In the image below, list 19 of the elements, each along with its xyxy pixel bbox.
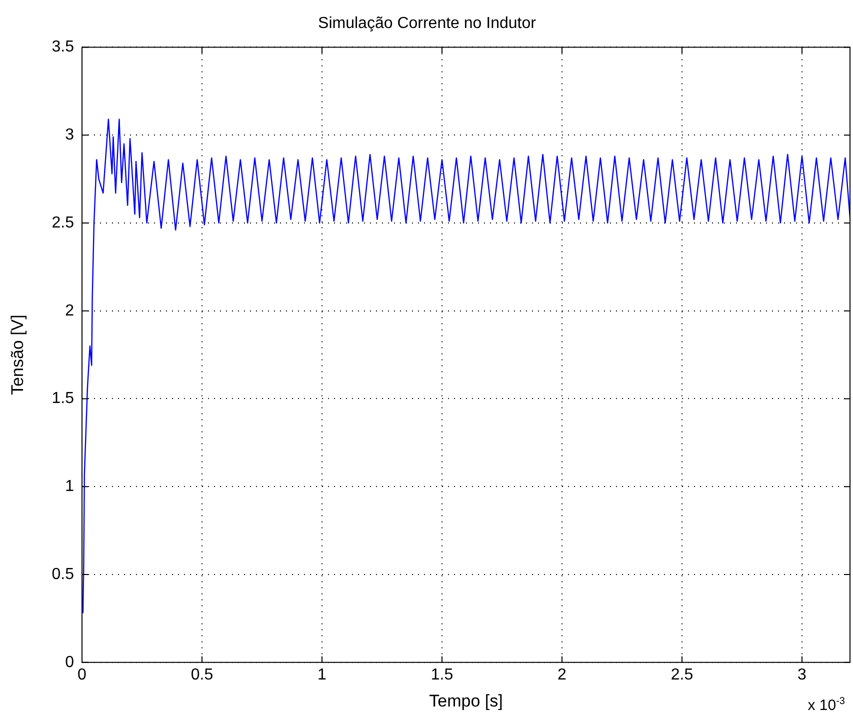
- chart-title: Simulação Corrente no Indutor: [318, 15, 537, 32]
- x-tick-label: 0.5: [190, 666, 214, 684]
- y-tick-label: 2: [65, 302, 74, 320]
- x-tick-label: 2.5: [670, 666, 694, 684]
- y-tick-label: 2.5: [52, 214, 74, 232]
- y-tick-label: 1.5: [52, 390, 74, 408]
- x-tick-label: 2: [558, 666, 567, 684]
- x-axis-title: Tempo [s]: [429, 691, 503, 710]
- y-tick-label: 3: [65, 126, 74, 144]
- y-tick-label: 0.5: [52, 566, 74, 583]
- y-axis-title: Tensão [V]: [8, 314, 27, 395]
- text: x 10$^{-3}$: [808, 696, 845, 714]
- y-tick-label: 0: [65, 654, 74, 671]
- x-tick-label: 0: [78, 666, 87, 684]
- x-tick-label: 3: [798, 666, 807, 684]
- y-tick-label: 3.5: [52, 38, 74, 56]
- x-tick-label: 1: [318, 666, 327, 684]
- y-tick-label: 1: [65, 478, 74, 496]
- x-tick-label: 1.5: [430, 666, 454, 684]
